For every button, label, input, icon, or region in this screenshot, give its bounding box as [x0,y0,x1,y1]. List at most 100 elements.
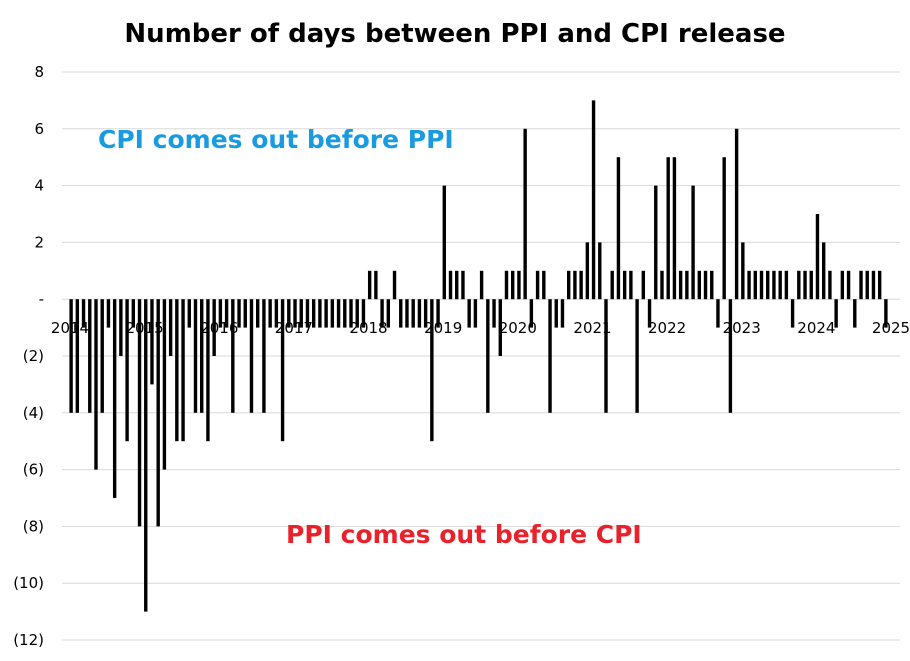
bar [803,270,807,300]
bar [821,242,826,300]
bar [722,157,726,300]
x-axis-ticks: 2014 2015 2016 2017 2018 2019 2020 2021 2022 2023… [51,319,910,337]
bar [697,270,701,300]
bar [710,270,714,300]
bar [759,270,764,300]
bar [504,270,509,300]
bar [678,270,683,300]
bar [535,270,540,300]
bar [809,270,813,300]
bar [554,299,558,328]
bar [498,299,502,356]
bar [517,270,521,300]
bar [591,100,596,300]
y-tick-label: 6 [34,120,44,138]
bar [150,299,154,385]
bar [324,299,328,328]
bar [374,270,378,300]
bar [69,299,73,413]
bar [100,299,104,413]
bar [828,270,832,300]
bar [846,270,851,300]
bar [753,270,757,300]
bar [181,299,185,442]
bar [119,299,123,356]
bar [218,299,223,328]
bar [249,299,254,413]
bar [88,299,92,413]
bar [778,270,782,300]
bar [399,299,403,328]
bar [641,270,646,300]
bar [367,270,372,300]
x-tick-label: 2023 [723,319,761,337]
bar [330,299,335,328]
bar [461,270,465,300]
bar [175,299,179,442]
bar [616,157,621,300]
x-tick-label: 2022 [648,319,686,337]
bar [318,299,322,328]
bar [237,299,241,328]
bar [131,299,136,328]
bar [411,299,415,328]
bar [716,299,720,328]
gridlines [62,71,900,641]
bar [529,299,534,328]
y-tick-label: (10) [13,574,44,592]
bar [361,299,366,328]
bar [492,299,496,328]
bar [125,299,129,442]
bar [542,270,546,300]
bar [386,299,391,328]
bar [256,299,260,328]
bar [224,299,229,328]
bar [654,185,658,300]
bar [548,299,552,413]
bar [486,299,490,413]
bar [355,299,359,328]
x-tick-label: 2021 [573,319,611,337]
bar [865,270,869,300]
bar [840,270,845,300]
bar [206,299,210,442]
x-tick-label: 2024 [797,319,835,337]
bar [212,299,216,356]
y-tick-label: (2) [23,347,44,365]
bar [343,299,347,328]
chart-title: Number of days between PPI and CPI relea… [124,19,785,49]
bar [336,299,341,328]
annotation-ppi-first: PPI comes out before CPI [286,520,642,549]
bar [380,299,384,328]
bar [262,299,266,413]
bar [573,270,577,300]
bar [884,299,888,328]
bar [187,299,191,328]
bar [280,299,285,442]
y-tick-label: (4) [23,404,44,422]
x-tick-label: 2015 [126,319,164,337]
bar [815,214,820,300]
bar [797,270,801,300]
bar [436,299,440,328]
y-tick-label: (12) [13,631,44,649]
bar [75,299,80,413]
bar [467,299,471,328]
bar [647,299,652,328]
bar [511,270,515,300]
bar [293,299,297,328]
x-tick-label: 2025 [872,319,910,337]
bar [853,299,857,328]
bar [579,270,583,300]
bar [741,242,745,300]
bar [666,157,670,300]
bar [287,299,291,328]
bar [442,185,446,300]
bar [871,270,876,300]
bar [766,270,770,300]
bar [81,299,86,328]
bar [598,242,602,300]
x-tick-label: 2018 [349,319,387,337]
bar [734,128,739,300]
